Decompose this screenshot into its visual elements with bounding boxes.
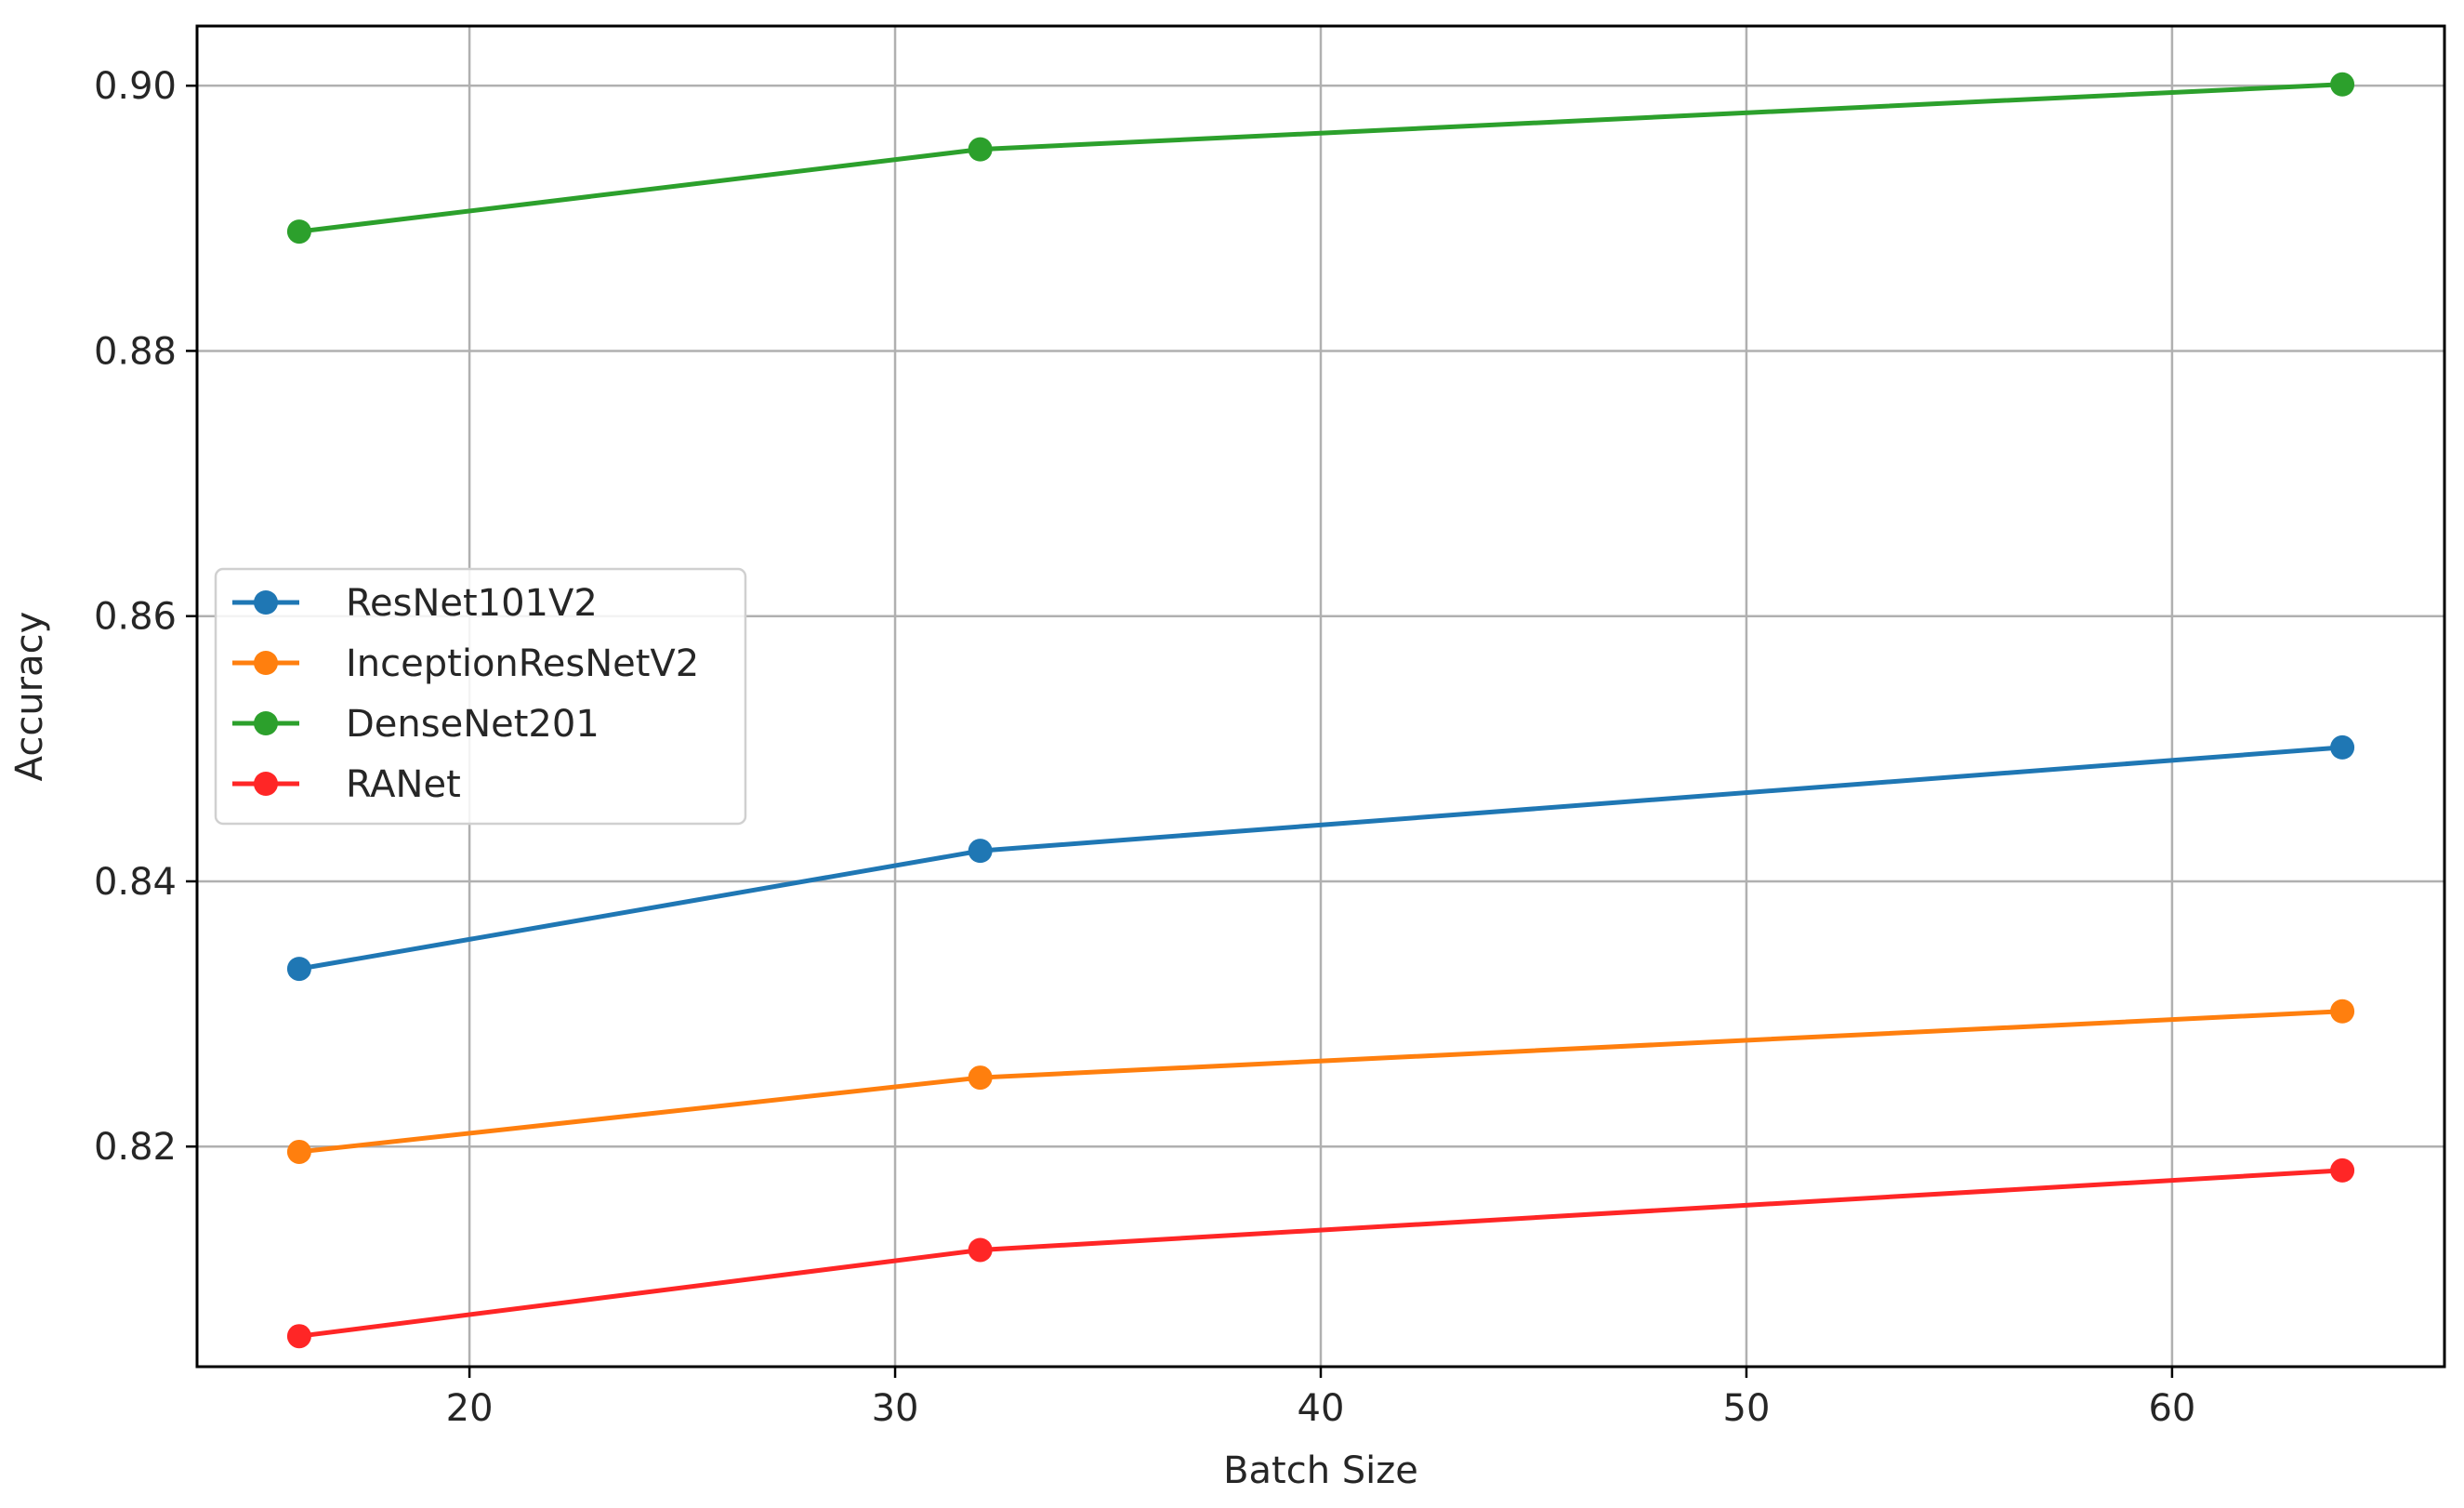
series-ranet — [286, 1157, 2355, 1349]
legend-marker — [254, 590, 278, 615]
series-densenet201 — [286, 72, 2355, 245]
y-axis-title: Accuracy — [8, 612, 51, 782]
y-tick-label: 0.82 — [94, 1126, 177, 1169]
legend-item: InceptionResNetV2 — [232, 642, 699, 685]
y-tick-label: 0.88 — [94, 330, 177, 373]
data-point — [286, 1324, 311, 1349]
series-layer — [286, 72, 2355, 1349]
x-tick-label: 60 — [2148, 1387, 2195, 1430]
y-tick-label: 0.86 — [94, 596, 177, 639]
x-tick-label: 50 — [1723, 1387, 1771, 1430]
data-point — [286, 957, 311, 982]
data-point — [968, 839, 993, 864]
data-point — [2330, 1157, 2355, 1183]
data-point — [968, 1237, 993, 1263]
x-axis-title: Batch Size — [1223, 1449, 1418, 1492]
series-resnet101v2 — [286, 734, 2355, 982]
legend: ResNet101V2 InceptionResNetV2 DenseNet201 R… — [214, 567, 747, 826]
data-point — [286, 219, 311, 245]
legend-item: RANet — [232, 763, 461, 806]
legend-marker — [254, 711, 278, 735]
data-point — [968, 137, 993, 162]
ticks: 20 30 40 50 60 0.82 0.84 0.86 0.88 0.90 — [94, 65, 2195, 1430]
data-point — [968, 1065, 993, 1091]
y-tick-label: 0.90 — [94, 65, 177, 108]
x-tick-label: 20 — [446, 1387, 494, 1430]
legend-item: ResNet101V2 — [232, 582, 598, 625]
legend-item: DenseNet201 — [232, 703, 600, 746]
data-point — [2330, 72, 2355, 97]
legend-label: RANet — [346, 763, 461, 806]
legend-marker — [254, 651, 278, 675]
x-tick-label: 40 — [1298, 1387, 1345, 1430]
legend-box — [214, 567, 747, 826]
data-point — [2330, 999, 2355, 1024]
legend-label: InceptionResNetV2 — [346, 642, 699, 685]
data-point — [286, 1139, 311, 1164]
y-tick-label: 0.84 — [94, 861, 177, 904]
x-tick-label: 30 — [872, 1387, 919, 1430]
series-inceptionresnetv2 — [286, 999, 2355, 1164]
legend-label: DenseNet201 — [346, 703, 600, 746]
data-point — [2330, 734, 2355, 760]
legend-marker — [254, 772, 278, 796]
legend-label: ResNet101V2 — [346, 582, 598, 625]
